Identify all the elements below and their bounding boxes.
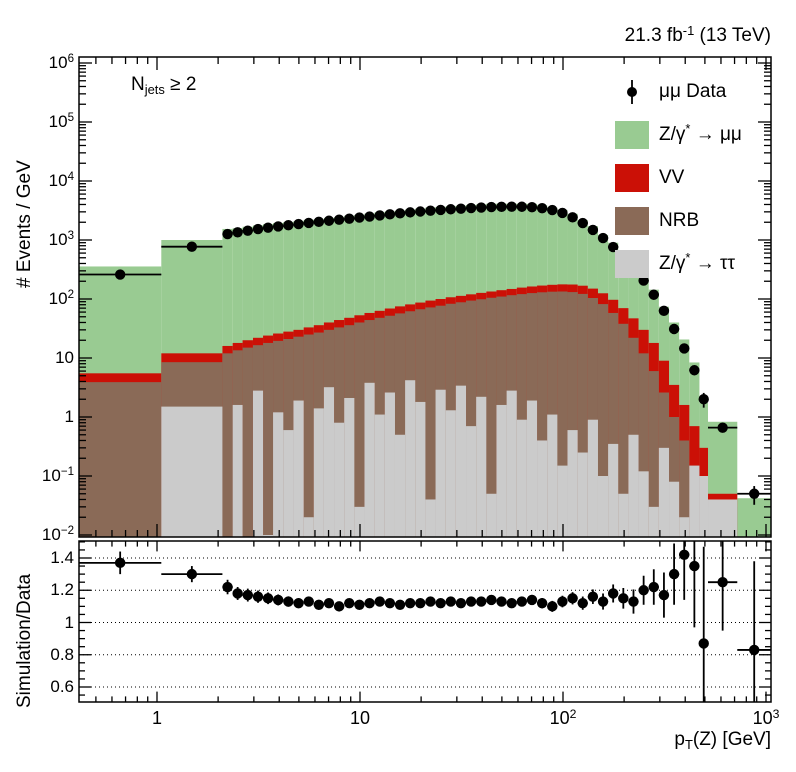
legend-item-data: μμ Data xyxy=(615,70,742,113)
main-frame xyxy=(78,56,772,538)
stacked-histogram xyxy=(79,203,771,537)
axis-ticks xyxy=(79,57,771,702)
y-axis-tick-label: 104 xyxy=(48,171,74,190)
y-axis-tick-label: 10−1 xyxy=(41,466,74,485)
njets-selection-label: Njets ≥ 2 xyxy=(131,74,197,97)
legend-swatch-nrb xyxy=(615,206,649,235)
ratio-points xyxy=(79,541,771,702)
legend-swatch-tautau xyxy=(615,249,649,278)
legend-swatch-zmm xyxy=(615,120,649,149)
y-axis-tick-label: 10−2 xyxy=(41,525,74,544)
legend-item-nrb: NRB xyxy=(615,199,742,242)
ratio-axis-tick-label: 1 xyxy=(64,612,74,632)
data-points-main xyxy=(79,201,771,505)
ratio-axis-tick-label: 0.6 xyxy=(50,677,74,696)
y-axis-title: # Events / GeV xyxy=(14,160,35,288)
ratio-y-axis-title: Simulation/Data xyxy=(14,573,35,708)
legend-item-tautau: Z/γ* → ττ xyxy=(615,242,742,285)
luminosity-energy-label: 21.3 fb-1 (13 TeV) xyxy=(624,22,771,46)
series-tautau-fill xyxy=(161,380,738,537)
y-axis-tick-label: 106 xyxy=(48,53,74,72)
data-marker-icon xyxy=(615,78,649,106)
ratio-frame xyxy=(78,540,772,703)
y-axis-tick-label: 1 xyxy=(64,407,74,426)
legend: μμ Data Z/γ* → μμ VV NRB Z/γ* → ττ xyxy=(615,70,742,285)
legend-label-tautau: Z/γ* → ττ xyxy=(659,250,735,274)
legend-item-vv: VV xyxy=(615,156,742,199)
legend-label-nrb: NRB xyxy=(659,209,700,231)
x-axis-tick-label: 102 xyxy=(549,706,577,728)
legend-swatch-vv xyxy=(615,163,649,192)
x-axis-tick-label: 103 xyxy=(752,706,780,728)
y-axis-tick-label: 10 xyxy=(55,348,74,367)
legend-label-vv: VV xyxy=(659,166,685,188)
ratio-gridlines xyxy=(79,557,771,688)
legend-item-zmm: Z/γ* → μμ xyxy=(615,113,742,156)
ratio-axis-tick-label: 1.4 xyxy=(50,548,74,567)
legend-label-zmm: Z/γ* → μμ xyxy=(659,121,742,145)
x-axis-title: pT(Z) [GeV] xyxy=(674,729,771,752)
y-axis-tick-label: 102 xyxy=(48,289,74,308)
ratio-axis-tick-label: 0.8 xyxy=(50,644,74,664)
legend-label-data: μμ Data xyxy=(659,80,727,102)
x-axis-tick-label: 1 xyxy=(151,708,163,728)
y-axis-tick-label: 103 xyxy=(48,230,74,249)
ratio-axis-tick-label: 1.2 xyxy=(50,580,74,600)
x-axis-tick-label: 10 xyxy=(349,708,371,728)
y-axis-tick-label: 105 xyxy=(48,112,74,131)
